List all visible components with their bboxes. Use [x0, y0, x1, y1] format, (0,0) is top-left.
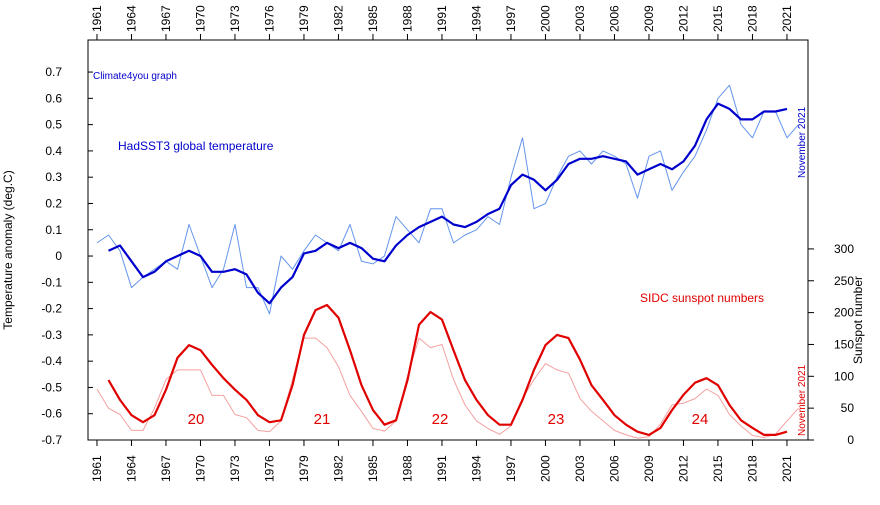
x-tick-label-top: 1961: [90, 5, 104, 32]
x-tick-label-top: 1967: [159, 5, 173, 32]
series-label: HadSST3 global temperature: [118, 139, 274, 153]
x-tick-label-top: 2006: [607, 5, 621, 32]
y-tick-label: -0.6: [41, 407, 62, 421]
cycle-label: 24: [692, 411, 709, 428]
x-tick-label-top: 2009: [642, 5, 656, 32]
x-tick-label: 2021: [780, 455, 794, 482]
y-tick-label: -0.1: [41, 275, 62, 289]
y2-tick-label: 150: [834, 337, 854, 351]
x-tick-label-top: 2021: [780, 5, 794, 32]
series-line: [108, 102, 788, 305]
x-tick-label: 2018: [745, 455, 759, 482]
y-tick-label: 0.1: [45, 223, 62, 237]
x-tick-label: 2000: [538, 455, 552, 482]
x-tick-label: 1991: [435, 455, 449, 482]
y-tick-label: -0.5: [41, 380, 62, 394]
y2-tick-label: 250: [834, 274, 854, 288]
x-tick-label-top: 1994: [469, 5, 483, 32]
x-tick-label-top: 1964: [124, 5, 138, 32]
y-tick-label: -0.4: [41, 354, 62, 368]
y-tick-label: 0.6: [45, 91, 62, 105]
x-tick-label: 1967: [159, 455, 173, 482]
x-tick-label: 2006: [607, 455, 621, 482]
y2-tick-label: 50: [841, 401, 855, 415]
y-axis-label: Temperature anomaly (deg.C): [1, 170, 15, 329]
x-tick-label: 2015: [711, 455, 725, 482]
x-tick-label-top: 1991: [435, 5, 449, 32]
annotation: November 2021: [797, 364, 808, 436]
cycle-label: 20: [188, 411, 205, 428]
annotation: November 2021: [797, 106, 808, 178]
watermark: Climate4you graph: [93, 71, 177, 82]
y2-tick-label: 300: [834, 242, 854, 256]
x-tick-label: 1973: [228, 455, 242, 482]
y-tick-label: -0.2: [41, 302, 62, 316]
cycle-label: 22: [432, 411, 449, 428]
plot-frame: [87, 39, 809, 441]
y-tick-label: 0: [55, 249, 62, 263]
x-tick-label: 1970: [193, 455, 207, 482]
x-tick-label-top: 1997: [504, 5, 518, 32]
series-line: [107, 303, 788, 436]
x-tick-label-top: 2000: [538, 5, 552, 32]
x-tick-label: 1979: [297, 455, 311, 482]
x-tick-label: 1985: [366, 455, 380, 482]
x-tick-label: 1976: [262, 455, 276, 482]
x-tick-label: 1994: [469, 455, 483, 482]
y2-axis-label: Sunspot number: [851, 276, 865, 364]
x-tick-label: 1982: [331, 455, 345, 482]
x-tick-label-top: 2012: [676, 5, 690, 32]
x-tick-label-top: 1973: [228, 5, 242, 32]
x-tick-label-top: 2015: [711, 5, 725, 32]
x-tick-label-top: 1979: [297, 5, 311, 32]
series-line: [96, 337, 799, 439]
y2-tick-label: 0: [847, 433, 854, 447]
x-tick-label-top: 1976: [262, 5, 276, 32]
cycle-label: 23: [548, 411, 565, 428]
x-tick-label: 1964: [124, 455, 138, 482]
y-tick-label: -0.3: [41, 328, 62, 342]
y-tick-label: 0.2: [45, 196, 62, 210]
y-tick-label: 0.3: [45, 170, 62, 184]
series-label: SIDC sunspot numbers: [640, 291, 764, 305]
x-tick-label: 2012: [676, 455, 690, 482]
x-tick-label: 1988: [400, 455, 414, 482]
x-tick-label: 1961: [90, 455, 104, 482]
x-tick-label-top: 2003: [573, 5, 587, 32]
y-tick-label: 0.5: [45, 118, 62, 132]
x-tick-label-top: 1988: [400, 5, 414, 32]
x-tick-label-top: 1985: [366, 5, 380, 32]
x-tick-label: 2003: [573, 455, 587, 482]
x-tick-label-top: 2018: [745, 5, 759, 32]
y2-tick-label: 100: [834, 369, 854, 383]
x-tick-label-top: 1982: [331, 5, 345, 32]
x-tick-label: 1997: [504, 455, 518, 482]
y2-tick-label: 200: [834, 306, 854, 320]
y-tick-label: 0.4: [45, 144, 62, 158]
y-tick-label: -0.7: [41, 433, 62, 447]
x-tick-label: 2009: [642, 455, 656, 482]
y-tick-label: 0.7: [45, 65, 62, 79]
cycle-label: 21: [314, 411, 331, 428]
series-line: [96, 84, 799, 315]
x-tick-label-top: 1970: [193, 5, 207, 32]
